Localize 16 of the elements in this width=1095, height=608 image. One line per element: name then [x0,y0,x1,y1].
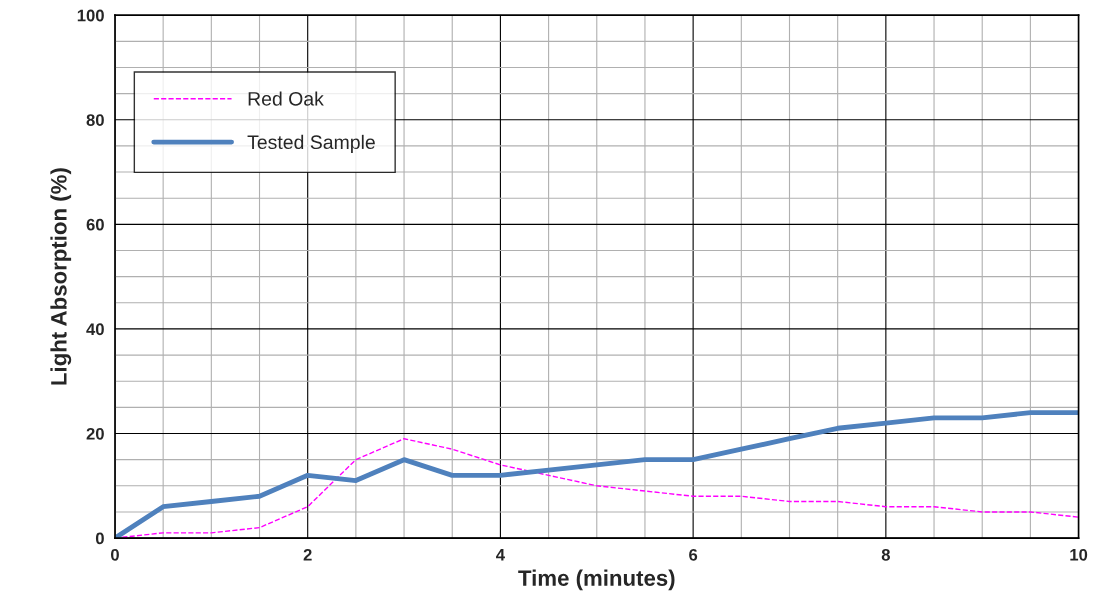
y-tick-label: 40 [86,323,104,336]
legend-label: Red Oak [248,91,324,106]
y-axis-title: Light Absorption (%) [50,168,72,385]
x-tick-label: 0 [111,548,119,561]
y-tick-label: 100 [77,9,104,22]
x-tick-label: 4 [496,549,505,561]
y-tick-label: 80 [86,114,104,126]
y-tick-label: 0 [95,532,104,545]
legend-label: Tested Sample [247,134,375,153]
x-tick-label: 8 [881,548,890,561]
y-tick-label: 60 [86,218,104,231]
x-axis-title: Time (minutes) [518,569,675,591]
x-tick-label: 2 [303,548,312,561]
x-tick-label: 6 [689,548,698,561]
y-tick-label: 20 [86,427,104,440]
x-tick-label: 10 [1070,548,1088,561]
